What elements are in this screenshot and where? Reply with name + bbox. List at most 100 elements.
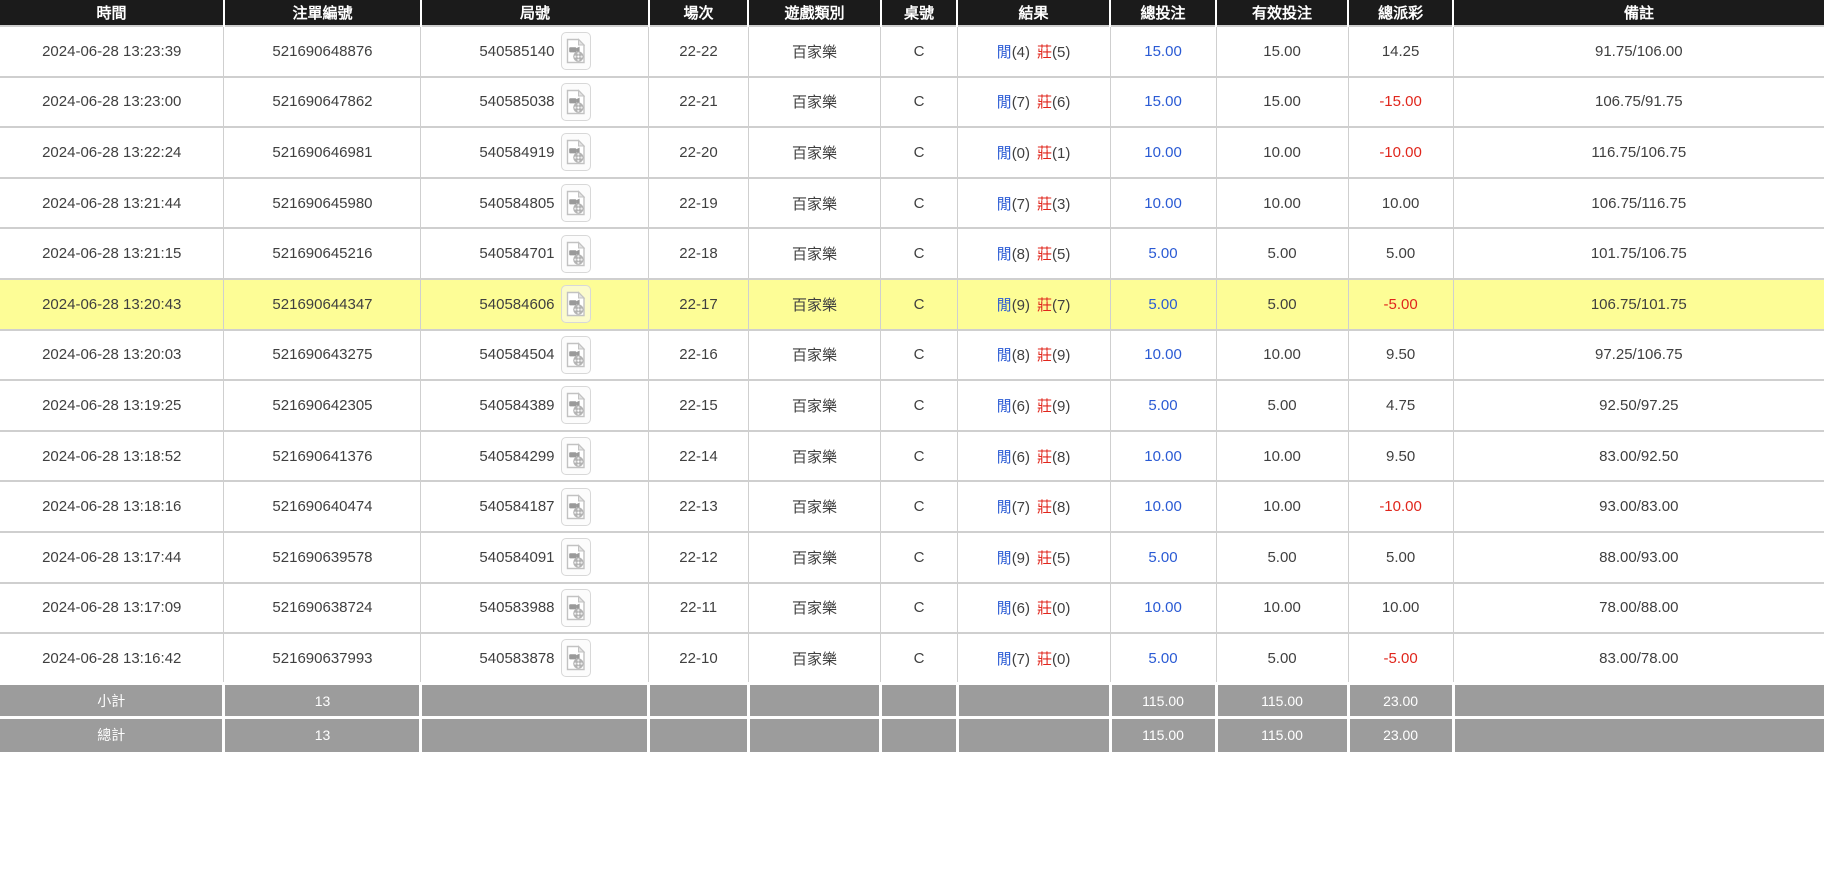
total-bet-link[interactable]: 5.00 [1148,245,1178,263]
result-banker-label: 莊 [1037,144,1053,162]
video-file-icon [566,392,585,418]
round-video-button[interactable] [560,285,591,324]
cell-round-id: 540584299 [420,429,650,482]
total-bet-link[interactable]: 10.00 [1144,447,1182,465]
cell-valid-bet: 5.00 [1216,227,1349,279]
total-bet-link[interactable]: 5.00 [1148,649,1178,667]
table-row[interactable]: 2024-06-28 13:21:44 521690645980 540584805… [0,176,1824,229]
cell-total-payout: 10.00 [1348,581,1454,634]
cell-session: 22-17 [648,277,749,330]
round-id-group: 540584091 [479,538,591,577]
cell-round-id: 540584504 [420,328,650,381]
cell-total-bet: 5.00 [1110,632,1217,684]
round-video-button[interactable] [560,335,591,374]
total-bet-link[interactable]: 15.00 [1144,42,1182,60]
cell-total-bet: 5.00 [1110,227,1217,279]
total-bet-link[interactable]: 10.00 [1144,599,1182,617]
table-row[interactable]: 2024-06-28 13:23:00 521690647862 540585038… [0,75,1824,128]
footer-cell-result [957,716,1112,752]
table-row[interactable]: 2024-06-28 13:16:42 521690637993 540583878… [0,632,1824,684]
footer-cell-session [648,682,750,718]
table-row[interactable]: 2024-06-28 13:22:24 521690646981 540584919… [0,126,1824,178]
table-row[interactable]: 2024-06-28 13:18:16 521690640474 540584187… [0,480,1824,532]
cell-result: 閒(7) 莊(6) [957,75,1111,128]
cell-round-id: 540584091 [420,530,650,583]
round-video-button[interactable] [560,386,591,425]
round-video-button[interactable] [560,133,591,172]
table-row[interactable]: 2024-06-28 13:19:25 521690642305 540584389… [0,379,1824,431]
round-video-button[interactable] [560,538,591,577]
video-file-icon [566,291,585,317]
footer-cell-valid-bet: 115.00 [1216,716,1350,752]
table-row[interactable]: 2024-06-28 13:21:15 521690645216 540584701… [0,227,1824,279]
cell-total-bet: 10.00 [1110,429,1217,482]
round-video-button[interactable] [560,32,591,71]
round-video-button[interactable] [560,588,591,627]
total-bet-link[interactable]: 5.00 [1148,548,1178,566]
result-player-label: 閒 [996,448,1012,466]
total-bet-link[interactable]: 10.00 [1144,194,1182,212]
round-id-text: 540584919 [479,143,555,161]
result-banker-score: (1) [1052,144,1071,162]
round-id-text: 540584091 [479,548,555,566]
cell-round-id: 540585038 [420,75,650,128]
table-row[interactable]: 2024-06-28 13:18:52 521690641376 540584299… [0,429,1824,482]
round-video-button[interactable] [560,437,591,476]
cell-game-type: 百家樂 [748,25,882,77]
result-player-score: (6) [1011,600,1031,618]
result-banker-score: (8) [1052,499,1071,517]
table-row[interactable]: 2024-06-28 13:17:09 521690638724 540583988… [0,581,1824,634]
table-row[interactable]: 2024-06-28 13:20:03 521690643275 540584504… [0,328,1824,381]
cell-valid-bet: 10.00 [1216,429,1349,482]
cell-game-type: 百家樂 [748,480,882,532]
round-id-group: 540583878 [479,639,591,678]
table-row[interactable]: 2024-06-28 13:17:44 521690639578 540584091… [0,530,1824,583]
total-bet-link[interactable]: 5.00 [1148,295,1178,313]
cell-valid-bet: 15.00 [1216,25,1349,77]
round-video-button[interactable] [560,234,591,273]
cell-total-bet: 15.00 [1110,75,1217,128]
cell-game-type: 百家樂 [748,429,882,482]
result-player-label: 閒 [996,144,1012,162]
footer-cell-table-no [880,716,959,752]
table-row[interactable]: 2024-06-28 13:20:43 521690644347 540584606… [0,277,1824,330]
table-row[interactable]: 2024-06-28 13:23:39 521690648876 540585140… [0,25,1824,77]
cell-remark: 92.50/97.25 [1453,379,1824,431]
total-bet-link[interactable]: 5.00 [1148,396,1178,414]
cell-session: 22-21 [648,75,749,128]
total-bet-link[interactable]: 10.00 [1144,143,1182,161]
video-file-icon [566,645,585,671]
cell-game-type: 百家樂 [748,530,882,583]
result-player-label: 閒 [996,94,1012,112]
cell-session: 22-10 [648,632,749,684]
footer-cell-label: 小計 [0,682,226,718]
result-banker-label: 莊 [1037,43,1053,61]
round-video-button[interactable] [560,82,591,121]
cell-total-payout: -5.00 [1348,277,1454,330]
cell-round-id: 540585140 [420,25,650,77]
cell-time: 2024-06-28 13:18:52 [0,429,225,482]
result-banker-score: (8) [1052,448,1071,466]
footer-cell-valid-bet: 115.00 [1216,682,1350,718]
result-player-score: (7) [1011,195,1031,213]
round-video-button[interactable] [560,639,591,678]
cell-table-no: C [880,227,958,279]
column-header-remark: 備註 [1453,0,1824,26]
round-id-group: 540584187 [479,487,591,526]
video-file-icon [566,139,585,165]
total-bet-link[interactable]: 10.00 [1144,498,1182,516]
result-player-label: 閒 [996,499,1012,517]
round-id-group: 540584389 [479,386,591,425]
result-banker-score: (5) [1052,246,1071,264]
result-player-score: (7) [1011,94,1031,112]
video-file-icon [566,443,585,469]
result-banker-label: 莊 [1037,94,1053,112]
total-bet-link[interactable]: 15.00 [1144,93,1182,111]
total-bet-link[interactable]: 10.00 [1144,346,1182,364]
footer-cell-total-payout: 23.00 [1348,716,1455,752]
round-id-group: 540584919 [479,133,591,172]
footer-cell-total-payout: 23.00 [1348,682,1455,718]
round-video-button[interactable] [560,487,591,526]
round-video-button[interactable] [560,184,591,223]
